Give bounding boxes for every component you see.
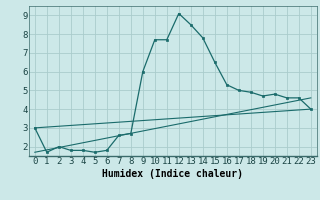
X-axis label: Humidex (Indice chaleur): Humidex (Indice chaleur) <box>102 169 243 179</box>
